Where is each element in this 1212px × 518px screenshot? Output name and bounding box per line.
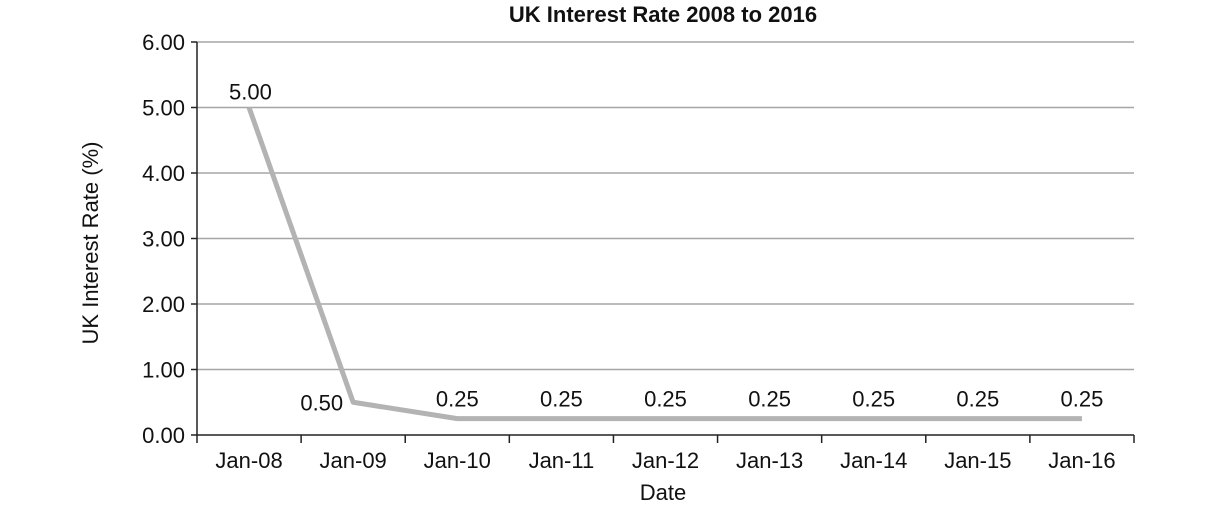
data-label: 0.25 [748,387,791,412]
data-label: 0.25 [956,387,999,412]
series-line [246,106,1082,422]
data-label: 0.25 [436,387,479,412]
y-tick-label: 6.00 [142,30,185,55]
x-tick-label: Jan-16 [1048,448,1115,473]
data-label: 5.00 [229,80,272,105]
x-tick-label: Jan-11 [529,448,595,473]
data-labels: 5.00 0.50 0.25 0.25 0.25 0.25 0.25 0.25 0.25 [229,80,1103,416]
data-label: 0.25 [644,387,687,412]
data-label: 0.50 [300,390,343,415]
y-tick-label: 1.00 [142,358,185,383]
y-tick-label: 2.00 [142,292,185,317]
y-tick-labels: 0.00 1.00 2.00 3.00 4.00 5.00 6.00 [142,30,185,448]
x-tick-label: Jan-13 [736,448,803,473]
x-tick-label: Jan-12 [632,448,699,473]
axes [191,41,1135,443]
x-tick-label: Jan-14 [840,448,907,473]
y-tick-label: 3.00 [142,227,185,252]
gridlines [197,41,1134,371]
y-axis-label: UK Interest Rate (%) [78,142,103,345]
x-tick-label: Jan-09 [320,448,387,473]
x-tick-label: Jan-15 [944,448,1011,473]
data-label: 0.25 [540,387,583,412]
y-tick-label: 5.00 [142,96,185,121]
x-axis-label: Date [640,480,686,505]
chart-title: UK Interest Rate 2008 to 2016 [509,2,817,27]
x-tick-labels: Jan-08 Jan-09 Jan-10 Jan-11 Jan-12 Jan-13 Jan-… [215,448,1115,473]
data-label: 0.25 [1061,387,1104,412]
y-tick-label: 0.00 [142,423,185,448]
y-tick-label: 4.00 [142,161,185,186]
series-lines [246,106,1082,422]
data-label: 0.25 [852,387,895,412]
x-tick-label: Jan-10 [424,448,491,473]
x-tick-label: Jan-08 [215,448,282,473]
